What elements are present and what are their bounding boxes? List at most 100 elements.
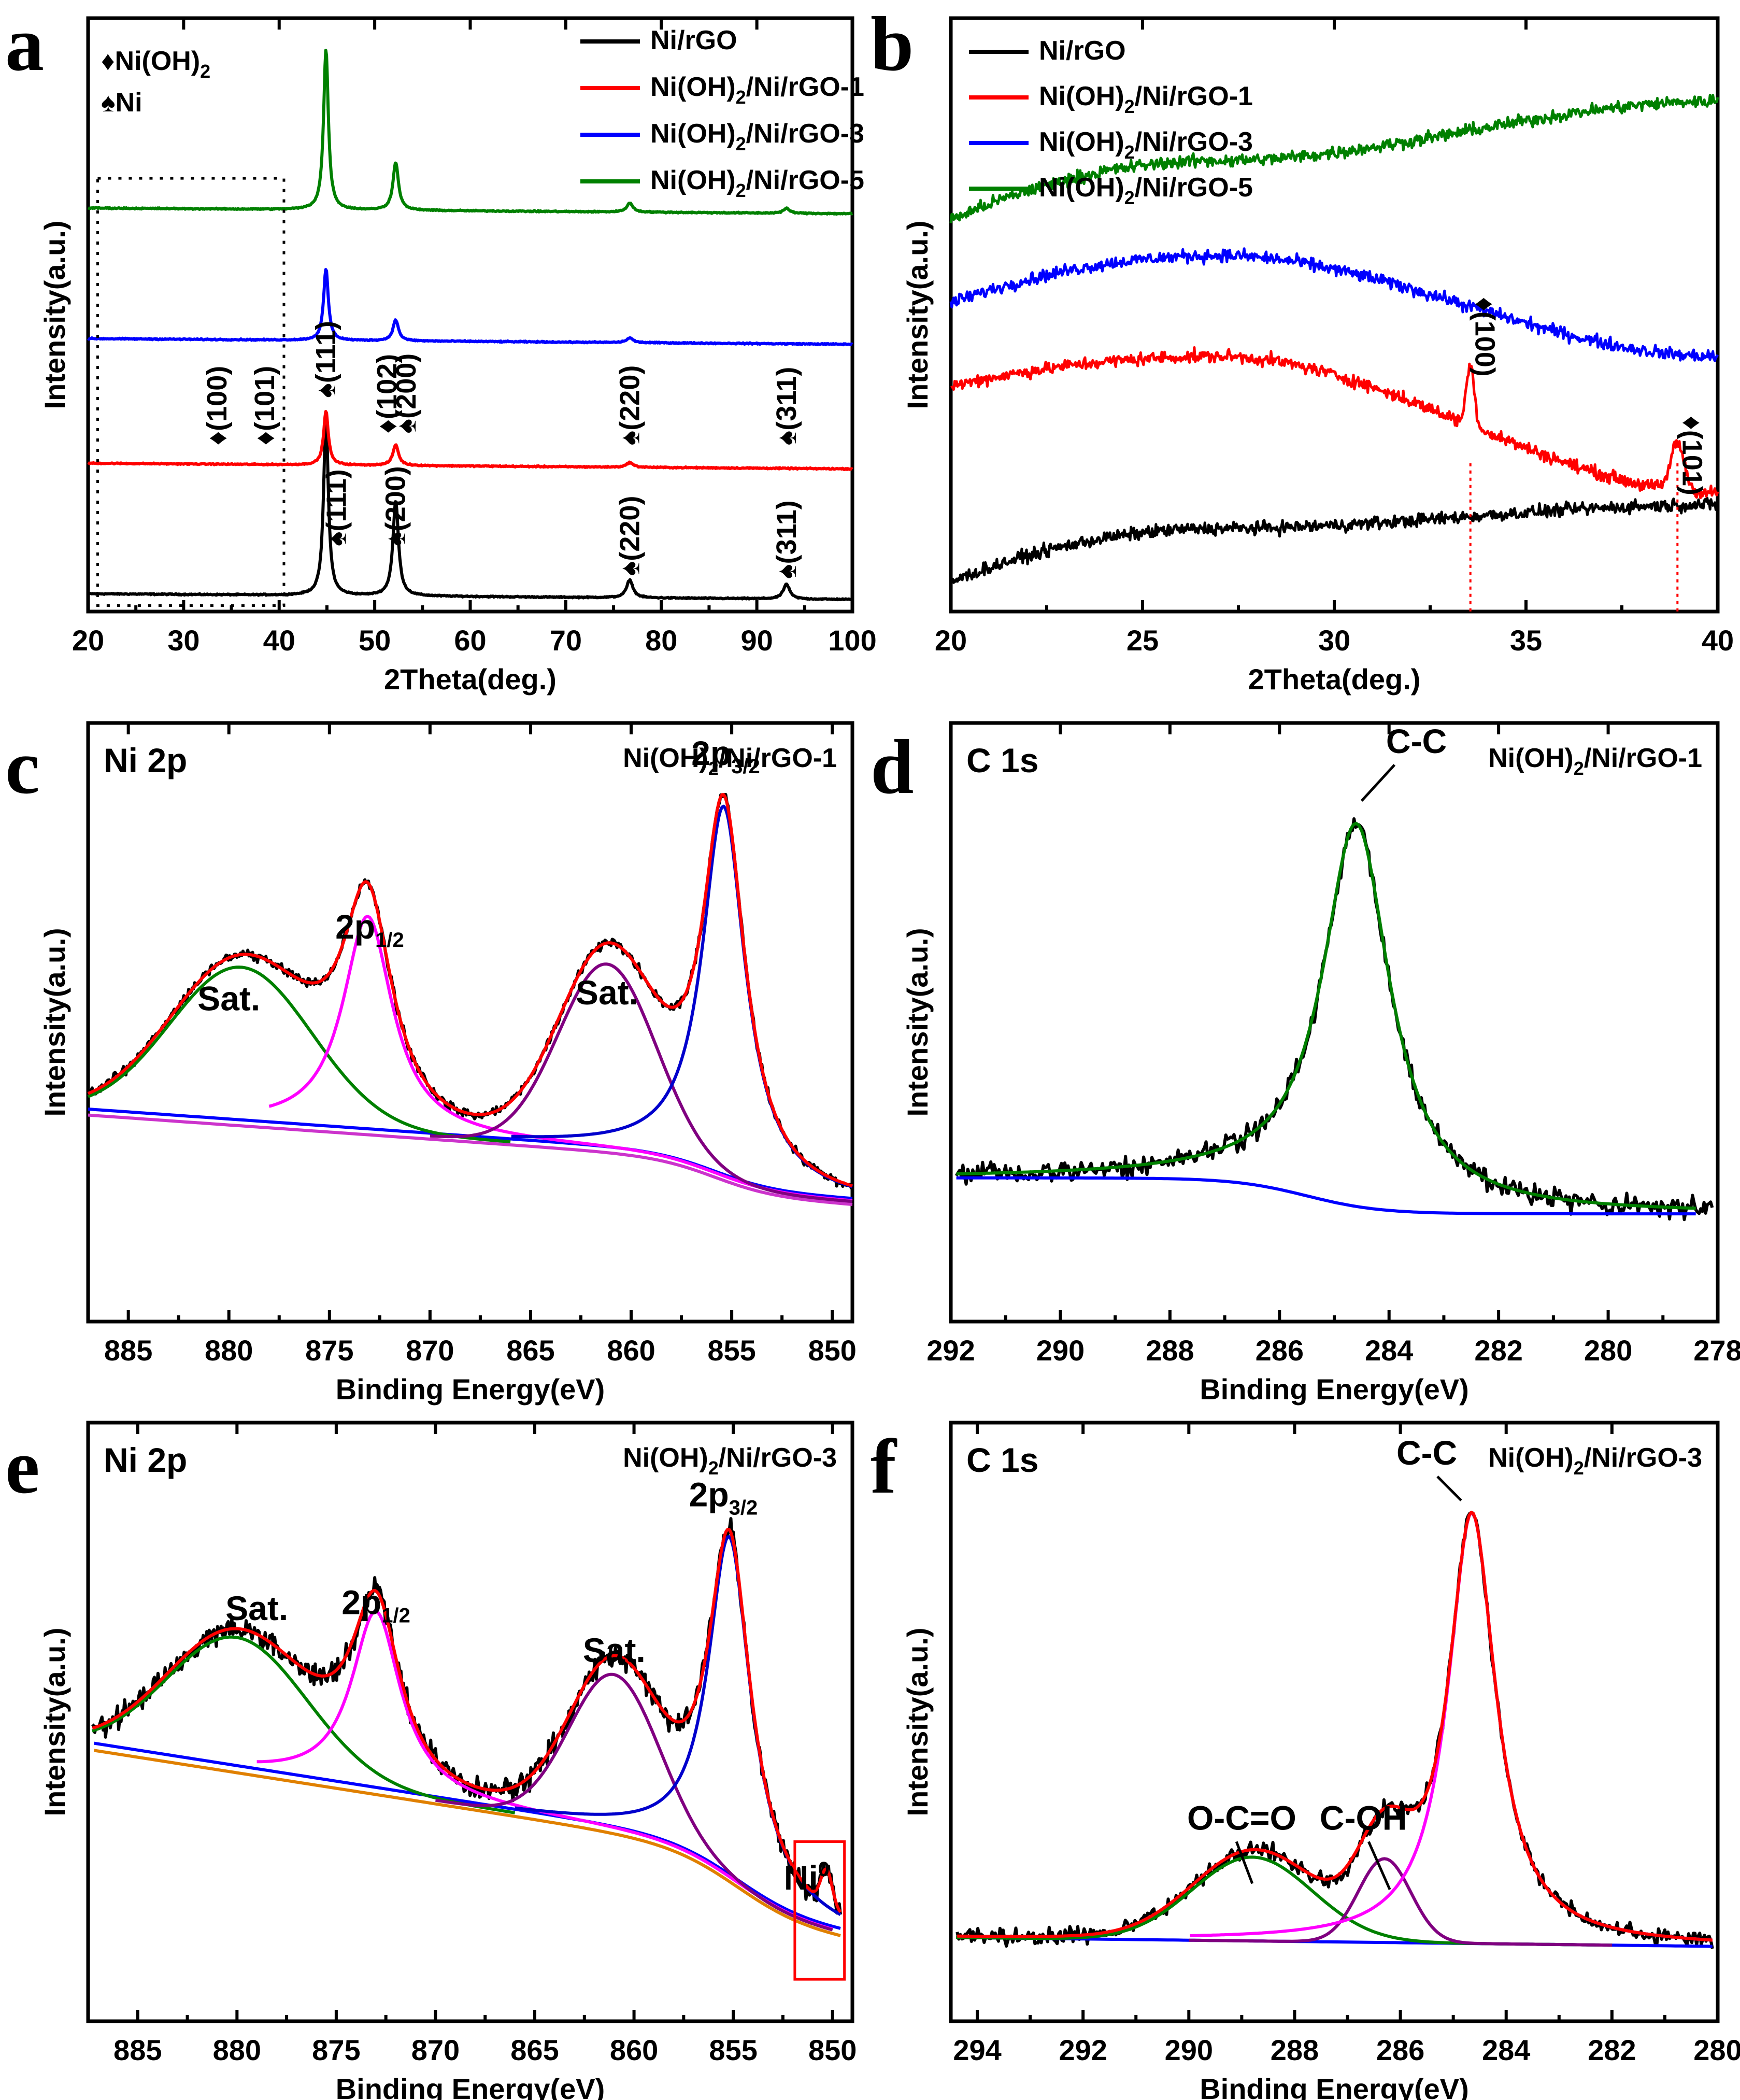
x-axis-label: 2Theta(deg.) — [384, 663, 557, 696]
x-tick-label: 280 — [1584, 1334, 1632, 1367]
x-tick-label: 885 — [104, 1334, 152, 1367]
peak-annotation: ♠(200) — [380, 466, 411, 546]
sample-label-part: Ni(OH) — [1488, 743, 1574, 773]
sample-label-part: /Ni/rGO-3 — [719, 1443, 837, 1473]
panel-f: 294 292 290 288 286 284 282 280 Binding Energy(e… — [871, 1421, 1740, 2100]
series-line — [949, 247, 1719, 362]
sample-label: Ni(OH)2/Ni/rGO-3 — [623, 1443, 837, 1479]
x-tick-label: 90 — [740, 624, 773, 657]
spectrum-title: Ni 2p — [104, 1441, 187, 1479]
panel-letter: b — [871, 1, 914, 87]
zoom-region-box — [96, 177, 286, 607]
x-tick-label: 100 — [828, 624, 876, 657]
y-axis-label: Intensity(a.u.) — [901, 1627, 934, 1816]
plot-frame — [949, 1421, 1720, 2023]
x-tick-label: 860 — [607, 1334, 655, 1367]
peak-annotation: ♠(200) — [391, 353, 422, 434]
label-arrow — [1361, 764, 1396, 802]
fit-cc — [956, 821, 1696, 1210]
x-tick-label: 20 — [72, 624, 104, 657]
label-arrow — [1367, 1841, 1391, 1890]
legend-label-part: /Ni/rGO-5 — [746, 165, 864, 195]
subscript: 2 — [736, 180, 746, 201]
fit-envelope — [87, 793, 853, 1188]
peak-label: 2p1/2 — [341, 1583, 410, 1627]
superscript: 0 — [818, 1858, 830, 1881]
background-line — [88, 1113, 853, 1206]
x-tick-label: 292 — [1059, 2034, 1107, 2066]
x-tick-label: 50 — [359, 624, 391, 657]
peak-annotation: ♠(111) — [321, 469, 352, 546]
sample-label: Ni(OH)2/Ni/rGO-1 — [623, 743, 837, 779]
subscript: 1/2 — [381, 1605, 410, 1627]
x-tick-label: 282 — [1474, 1334, 1522, 1367]
sample-label-part: /Ni/rGO-3 — [1584, 1443, 1702, 1473]
x-tick-label: 286 — [1256, 1334, 1304, 1367]
ni0-highlight-box — [793, 1840, 846, 1981]
marker-legend-entry: ♠Ni — [101, 88, 142, 118]
legend-label: Ni/rGO — [1039, 36, 1126, 66]
panel-d: 292 290 288 286 284 282 280 278 Binding Energy(e… — [871, 721, 1740, 1406]
plot-frame — [86, 1421, 854, 2023]
legend-label: Ni(OH)2/Ni/rGO-3 — [1039, 127, 1253, 163]
peak-annotation: ♠(220) — [614, 496, 645, 576]
background-line — [94, 1749, 841, 1937]
sample-label-part: Ni(OH) — [623, 1443, 708, 1473]
subscript: 2 — [1574, 1457, 1584, 1479]
series-line — [87, 268, 853, 347]
peak-annotation: ♠(311) — [771, 367, 802, 446]
fit-envelope — [957, 1510, 1713, 1942]
subscript: 2 — [1574, 758, 1584, 779]
subscript: 2 — [1124, 96, 1135, 117]
fit-coh — [1189, 1857, 1612, 1947]
x-tick-label: 284 — [1482, 2034, 1530, 2066]
legend-label-part: /Ni/rGO-3 — [746, 119, 864, 149]
peak-label: C-OH — [1320, 1798, 1407, 1837]
x-tick-label: 280 — [1693, 2034, 1740, 2066]
subscript: 2 — [1124, 141, 1135, 163]
x-tick-label: 288 — [1271, 2034, 1319, 2066]
x-tick-label: 70 — [550, 624, 582, 657]
subscript: 2 — [1124, 187, 1135, 208]
spectrum-title: C 1s — [966, 1441, 1038, 1479]
x-tick-label: 40 — [263, 624, 295, 657]
legend-label-part: /Ni/rGO-3 — [1135, 127, 1253, 157]
legend-label: Ni(OH)2/Ni/rGO-1 — [1039, 81, 1253, 117]
panel-letter: c — [5, 724, 40, 810]
spectrum-title: C 1s — [966, 741, 1038, 779]
subscript: 1/2 — [375, 929, 404, 952]
panel-a: 20 30 40 50 60 70 80 90 100 2Theta(deg.) Intensity… — [5, 1, 877, 696]
raw-spectrum — [955, 1511, 1714, 1949]
subscript: 3/2 — [731, 755, 760, 778]
y-axis-label: Intensity(a.u.) — [901, 928, 934, 1116]
x-tick-label: 855 — [707, 1334, 755, 1367]
x-tick-label: 30 — [167, 624, 199, 657]
sample-label-part: Ni(OH) — [1488, 1443, 1574, 1473]
peak-label: 2p3/2 — [691, 734, 760, 778]
legend-label-part: Ni(OH) — [1039, 81, 1124, 111]
peak-annotation: ♠(220) — [614, 365, 645, 446]
sample-label-part: /Ni/rGO-1 — [719, 743, 837, 773]
background-line — [956, 1176, 1696, 1216]
x-axis-label: Binding Energy(eV) — [336, 2073, 605, 2100]
x-tick-label: 290 — [1036, 1334, 1085, 1367]
peak-annotation: ♦(100) — [1470, 297, 1501, 377]
sample-label: Ni(OH)2/Ni/rGO-1 — [1488, 743, 1702, 779]
panel-c: 885 880 875 870 865 860 855 850 Binding Energy(e… — [5, 721, 857, 1406]
x-tick-label: 40 — [1702, 624, 1734, 657]
panel-b: 20 25 30 35 40 2Theta(deg.) Intensity(a.u.) b ♦(… — [871, 1, 1734, 696]
x-tick-label: 290 — [1165, 2034, 1213, 2066]
series-line — [950, 496, 1719, 584]
legend-label-part: Ni(OH) — [650, 165, 736, 195]
panel-e: 885 880 875 870 865 860 855 850 Binding Energy(e… — [5, 1421, 857, 2100]
x-tick-label: 278 — [1693, 1334, 1740, 1367]
legend-label-part: /Ni/rGO-1 — [746, 72, 864, 102]
peak-label: Sat. — [225, 1589, 288, 1627]
panel-letter: a — [5, 1, 44, 87]
x-tick-label: 288 — [1146, 1334, 1194, 1367]
y-axis-label: Intensity(a.u.) — [38, 220, 71, 409]
panel-letter: f — [871, 1424, 897, 1510]
x-tick-label: 870 — [411, 2034, 460, 2066]
peak-label: C-C — [1396, 1434, 1457, 1472]
